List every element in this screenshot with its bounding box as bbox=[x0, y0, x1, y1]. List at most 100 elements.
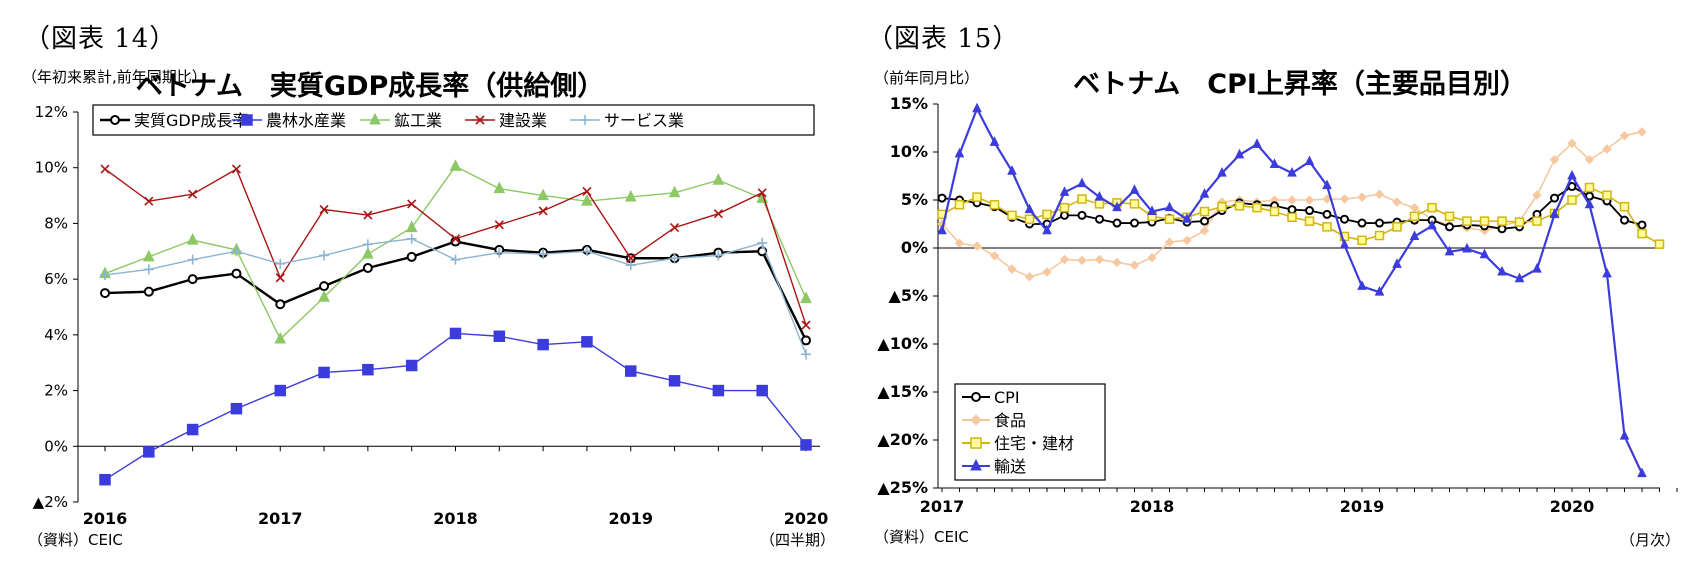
series-housing-point bbox=[1007, 210, 1017, 221]
chart2-y-tick-label: 15% bbox=[890, 94, 928, 113]
figure-14-label: （図表 14） bbox=[24, 24, 177, 54]
series-food-point bbox=[989, 250, 1000, 261]
series-mining-point bbox=[186, 233, 199, 245]
series-gdp-point bbox=[450, 236, 461, 247]
series-food-point bbox=[1602, 144, 1612, 154]
series-cpi-point bbox=[1357, 218, 1367, 228]
chart1-year-label: 2017 bbox=[258, 509, 303, 528]
series-housing-point bbox=[1304, 216, 1315, 226]
series-gdp-point bbox=[275, 299, 286, 310]
series-food-point bbox=[1199, 226, 1210, 236]
legend-construction-label: 建設業 bbox=[499, 111, 547, 130]
series-transport-point bbox=[1269, 158, 1280, 168]
series-transport-point bbox=[1357, 280, 1367, 290]
series-cpi-point bbox=[1077, 210, 1087, 220]
series-housing-point bbox=[1532, 216, 1542, 226]
series-services-point bbox=[450, 254, 461, 265]
series-construction-point bbox=[626, 253, 636, 263]
series-construction-point bbox=[363, 210, 373, 220]
series-cpi-point bbox=[1287, 205, 1297, 215]
chart2-y-tick-label: ▲25% bbox=[877, 478, 928, 497]
gdp-growth-chart: ベトナム 実質GDP成長率（供給側）（年初来累計,前年同期比） （資料）CEIC （… bbox=[22, 68, 835, 549]
series-agri-point bbox=[537, 338, 549, 351]
series-mining-point bbox=[537, 188, 549, 201]
series-food-point bbox=[1637, 127, 1647, 137]
series-construction-point bbox=[801, 320, 811, 330]
series-cpi-point bbox=[1375, 218, 1384, 228]
series-services-point bbox=[757, 237, 768, 248]
series-food-point bbox=[1042, 267, 1052, 277]
series-transport-point bbox=[1234, 148, 1245, 159]
series-services-point bbox=[581, 246, 592, 257]
series-food-point bbox=[1619, 130, 1630, 141]
legend-gdp-marker bbox=[110, 115, 120, 125]
series-transport-point bbox=[1007, 165, 1017, 175]
series-agri-point bbox=[800, 439, 812, 451]
series-agri-point bbox=[143, 446, 155, 458]
series-transport-point bbox=[1392, 258, 1402, 268]
series-gdp-point bbox=[231, 268, 242, 279]
series-transport-point bbox=[1322, 179, 1332, 190]
series-food-point bbox=[1567, 138, 1577, 149]
chart2-x-unit: （月次） bbox=[1620, 531, 1680, 549]
series-agri-point bbox=[756, 384, 768, 397]
series-housing-point bbox=[1514, 217, 1525, 227]
series-transport-point bbox=[1374, 286, 1385, 296]
series-housing-point bbox=[954, 200, 965, 210]
series-agri-point bbox=[581, 336, 593, 348]
series-housing-point bbox=[1462, 216, 1472, 226]
series-food-point bbox=[1549, 154, 1560, 165]
series-gdp-point bbox=[319, 281, 330, 292]
series-construction-point bbox=[144, 196, 154, 206]
chart2-y-tick-label: 0% bbox=[901, 238, 928, 257]
chart2-year-label: 2017 bbox=[920, 497, 965, 516]
series-housing-point bbox=[1322, 222, 1332, 232]
series-housing bbox=[937, 182, 1665, 249]
series-cpi-point bbox=[1550, 193, 1559, 203]
legend-transport-marker bbox=[970, 458, 982, 471]
series-agri-point bbox=[625, 365, 637, 377]
series-cpi-point bbox=[1497, 224, 1507, 234]
series-transport-point bbox=[1427, 219, 1437, 230]
legend-cpi-label: CPI bbox=[994, 388, 1020, 407]
series-housing-point bbox=[1409, 211, 1420, 222]
chart1-title: ベトナム 実質GDP成長率（供給側） bbox=[136, 70, 605, 102]
series-housing-point bbox=[1042, 209, 1052, 220]
chart1-y-tick-label: 2% bbox=[44, 382, 68, 400]
legend-services-marker bbox=[580, 115, 590, 125]
series-cpi-point bbox=[937, 193, 947, 203]
series-transport-point bbox=[1567, 169, 1577, 180]
series-food-point bbox=[1007, 264, 1017, 274]
series-cpi-point bbox=[1637, 220, 1647, 230]
figure-15-label: （図表 15） bbox=[867, 24, 1020, 54]
chart1-legend-box bbox=[92, 104, 815, 136]
series-transport-point bbox=[1164, 201, 1175, 212]
series-agri-point bbox=[186, 423, 199, 436]
series-gdp-point bbox=[362, 263, 373, 273]
series-mining-point bbox=[405, 220, 418, 233]
series-transport-point bbox=[1287, 167, 1297, 177]
series-housing-point bbox=[972, 192, 982, 202]
chart1-y-tick-label: 4% bbox=[44, 326, 68, 344]
series-agri bbox=[99, 327, 812, 486]
chart2-year-label: 2020 bbox=[1550, 497, 1595, 516]
series-gdp-point bbox=[143, 286, 154, 297]
series-food-point bbox=[1059, 254, 1070, 265]
chart2-y-tick-label: ▲10% bbox=[877, 334, 928, 353]
series-cpi-point bbox=[1620, 215, 1629, 225]
series-transport-point bbox=[1042, 224, 1052, 235]
series-housing-point bbox=[1584, 182, 1595, 193]
series-construction-point bbox=[319, 204, 329, 215]
series-cpi-point bbox=[1445, 222, 1454, 232]
series-agri-point bbox=[318, 366, 330, 379]
series-services-point bbox=[143, 264, 154, 275]
series-agri-point bbox=[712, 384, 725, 397]
series-transport-point bbox=[1584, 198, 1595, 209]
series-mining-point bbox=[449, 159, 462, 171]
series-transport-point bbox=[1532, 263, 1542, 273]
chart1-y-tick-label: 6% bbox=[44, 270, 68, 288]
series-transport-point bbox=[1619, 430, 1630, 440]
series-food-point bbox=[1129, 260, 1140, 270]
series-housing-point bbox=[989, 200, 1000, 210]
series-services-point bbox=[713, 250, 724, 261]
